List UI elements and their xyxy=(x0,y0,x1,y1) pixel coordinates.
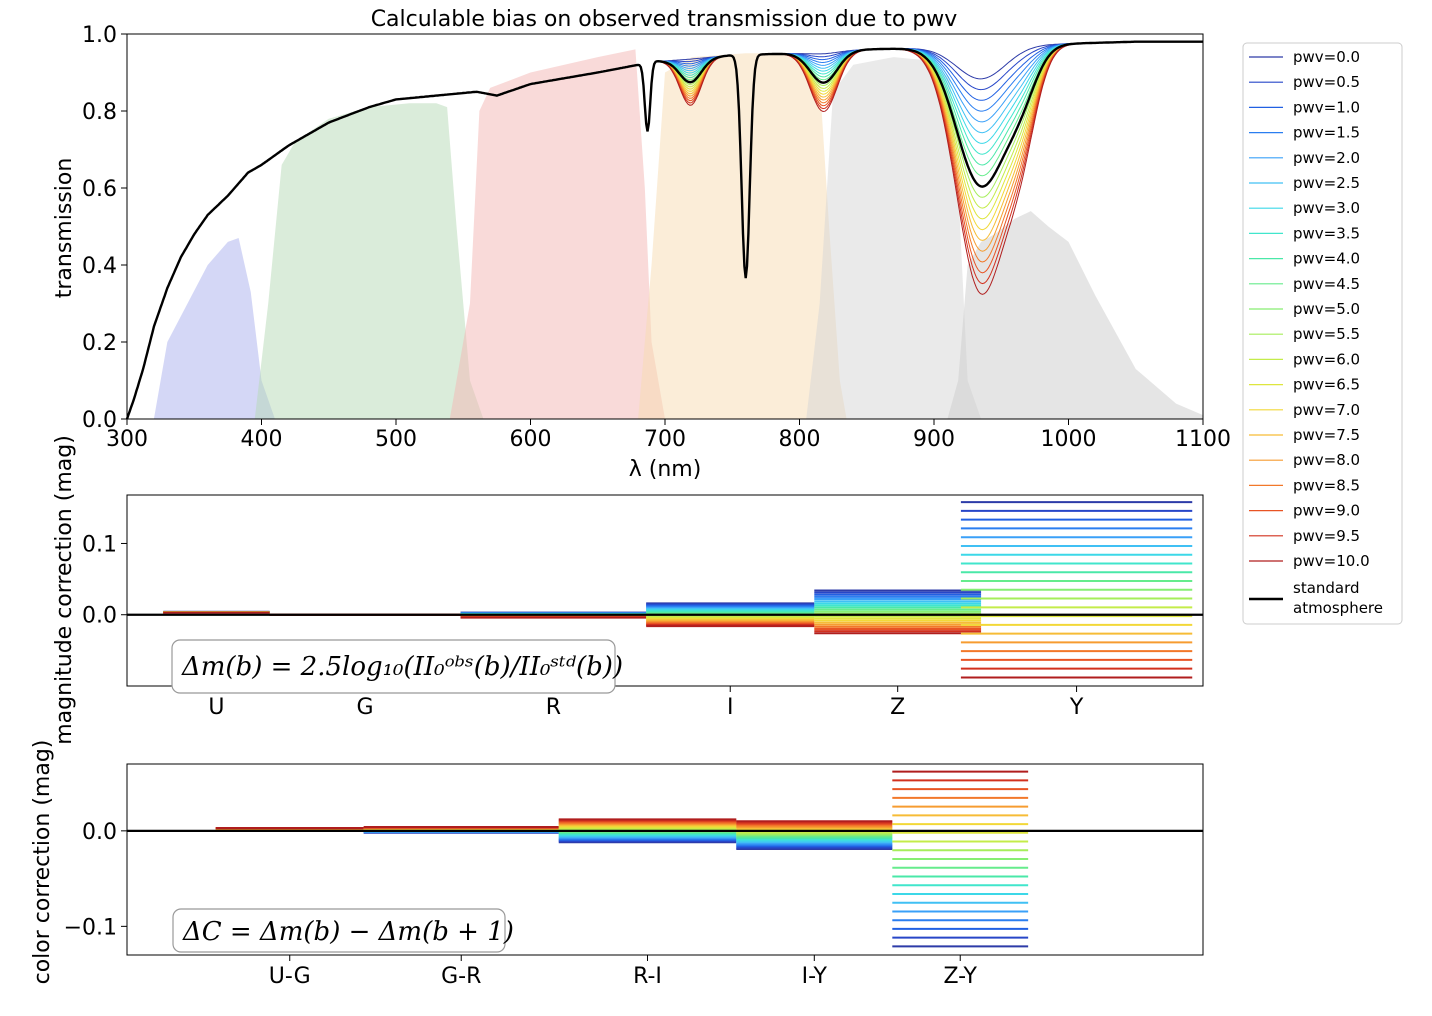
legend-label: pwv=0.5 xyxy=(1293,73,1360,91)
filter-r-curve xyxy=(449,49,665,420)
y-tick-label: 0.0 xyxy=(82,604,117,629)
category-label: R xyxy=(546,695,561,720)
legend-label: pwv=0.0 xyxy=(1293,48,1360,66)
annotation-box xyxy=(171,639,616,694)
category-label: G-R xyxy=(441,964,481,989)
legend-label: pwv=7.5 xyxy=(1293,426,1360,444)
x-tick-label: 400 xyxy=(241,427,283,452)
x-tick-label: 900 xyxy=(913,427,955,452)
legend-label: pwv=8.0 xyxy=(1293,451,1360,469)
legend-label: pwv=3.5 xyxy=(1293,224,1360,242)
magnitude-bars xyxy=(127,501,1203,679)
y-tick-label: 0.0 xyxy=(82,408,117,433)
legend-label: pwv=1.0 xyxy=(1293,98,1360,116)
legend-label: pwv=7.0 xyxy=(1293,401,1360,419)
x-tick-label: 1000 xyxy=(1041,427,1097,452)
plot-frame-2 xyxy=(126,494,1204,687)
magnitude-panel: 0.0 0.1 U G R I Z Y magnitude correction (mag)… xyxy=(52,435,1204,745)
color-bars xyxy=(127,770,1203,948)
category-label: U-G xyxy=(269,964,311,989)
y-tick-label: 0.0 xyxy=(82,820,117,845)
y-axis-label: transmission xyxy=(52,158,77,299)
standard-atmosphere-curve xyxy=(125,40,1203,420)
x-ticks: 300 400 500 600 700 800 900 1000 1100 xyxy=(106,419,1231,452)
legend-label-standard: atmosphere xyxy=(1293,599,1383,617)
magnitude-formula: Δm(b) = 2.5log₁₀(II₀ᵒᵇˢ(b)/II₀ˢᵗᵈ(b)) xyxy=(181,652,623,682)
plot-frame-3 xyxy=(126,763,1204,956)
category-label: I xyxy=(727,695,734,720)
x-tick-label: 600 xyxy=(510,427,552,452)
pwv-curves xyxy=(125,40,1203,420)
filter-u-curve xyxy=(153,238,275,419)
legend-frame xyxy=(1242,42,1403,625)
legend-label: pwv=9.5 xyxy=(1293,527,1360,545)
y-tick-label: 0.4 xyxy=(82,254,117,279)
category-label: Z xyxy=(890,695,905,720)
category-label: I-Y xyxy=(802,964,828,989)
x-tick-label: 300 xyxy=(106,427,148,452)
legend-label: pwv=4.0 xyxy=(1293,250,1360,268)
y-ticks-3: 0.0 −0.1 xyxy=(64,820,127,940)
filter-curves xyxy=(153,49,1203,420)
x-tick-label: 500 xyxy=(375,427,417,452)
legend-label: pwv=5.5 xyxy=(1293,325,1360,343)
y-axis-label-3: color correction (mag) xyxy=(30,740,55,985)
y-tick-label: 0.8 xyxy=(82,100,117,125)
y-tick-label: 0.6 xyxy=(82,177,117,202)
legend-label-standard: standard xyxy=(1293,579,1360,597)
y-tick-label: −0.1 xyxy=(64,915,117,940)
legend-label: pwv=9.0 xyxy=(1293,502,1360,520)
color-panel: 0.0 −0.1 U-G G-R R-I I-Y Z-Y color correction… xyxy=(30,740,1204,989)
chart-title: Calculable bias on observed transmission… xyxy=(371,7,958,32)
legend-label: pwv=2.0 xyxy=(1293,149,1360,167)
category-label: G xyxy=(357,695,374,720)
filter-y-curve xyxy=(947,211,1203,419)
color-formula: ΔC = Δm(b) − Δm(b + 1) xyxy=(182,917,514,947)
filter-z-curve xyxy=(806,57,982,419)
legend-label: pwv=10.0 xyxy=(1293,552,1370,570)
category-label: Z-Y xyxy=(944,964,978,989)
filter-g-curve xyxy=(254,103,484,420)
x-tick-label: 800 xyxy=(779,427,821,452)
annotation-box-2 xyxy=(172,908,506,953)
transmission-panel: Calculable bias on observed transmission… xyxy=(52,7,1231,482)
y-ticks-2: 0.0 0.1 xyxy=(82,532,127,629)
legend-label: pwv=4.5 xyxy=(1293,275,1360,293)
legend-label: pwv=3.0 xyxy=(1293,199,1360,217)
legend-label: pwv=8.5 xyxy=(1293,476,1360,494)
y-tick-label: 0.2 xyxy=(82,331,117,356)
category-label: Y xyxy=(1069,695,1084,720)
y-tick-label: 1.0 xyxy=(82,23,117,48)
color-labels: U-G G-R R-I I-Y Z-Y xyxy=(269,955,978,989)
legend-label: pwv=2.5 xyxy=(1293,174,1360,192)
legend-label: pwv=6.5 xyxy=(1293,376,1360,394)
category-label: R-I xyxy=(633,964,662,989)
category-label: U xyxy=(208,695,224,720)
x-tick-label: 1100 xyxy=(1175,427,1231,452)
legend-entries: pwv=0.0 pwv=0.5 pwv=1.0 pwv=1.5 pwv=2.0 pwv=2… xyxy=(1249,48,1383,617)
y-ticks: 0.0 0.2 0.4 0.6 0.8 1.0 xyxy=(82,23,127,433)
legend-label: pwv=5.0 xyxy=(1293,300,1360,318)
legend: pwv=0.0 pwv=0.5 pwv=1.0 pwv=1.5 pwv=2.0 pwv=2… xyxy=(1242,42,1403,625)
x-axis-label: λ (nm) xyxy=(629,457,702,482)
x-tick-label: 700 xyxy=(644,427,686,452)
y-tick-label: 0.1 xyxy=(82,532,117,557)
legend-label: pwv=6.0 xyxy=(1293,350,1360,368)
y-axis-label-2: magnitude correction (mag) xyxy=(52,435,77,745)
legend-label: pwv=1.5 xyxy=(1293,124,1360,142)
